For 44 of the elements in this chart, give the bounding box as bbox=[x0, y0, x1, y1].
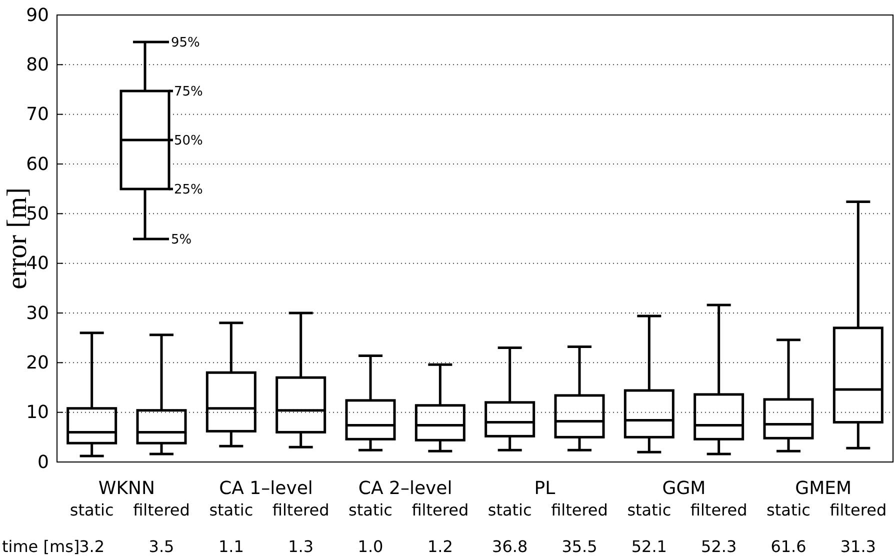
x-tick-label: static bbox=[488, 500, 532, 520]
text: CA 1–level bbox=[219, 478, 313, 499]
x-tick-label: filtered bbox=[272, 500, 330, 520]
text: CA 2–level bbox=[358, 478, 452, 499]
y-tick-label: 0 bbox=[38, 452, 49, 473]
x-tick-label: filtered bbox=[551, 500, 608, 520]
text: 31.3 bbox=[840, 537, 876, 556]
text: 35.5 bbox=[562, 537, 598, 556]
x-tick-label: static bbox=[766, 500, 810, 520]
y-tick-label: 30 bbox=[26, 302, 49, 324]
text: 61.6 bbox=[770, 537, 806, 556]
text: PL bbox=[534, 478, 556, 499]
y-tick-label: 20 bbox=[26, 352, 49, 374]
y-tick-label: 60 bbox=[26, 154, 49, 175]
text: time [ms] bbox=[2, 537, 80, 556]
annotation: 25% bbox=[174, 182, 203, 198]
text: 1.0 bbox=[358, 537, 384, 556]
x-tick-label: static bbox=[209, 500, 254, 520]
text: 3.5 bbox=[148, 537, 174, 556]
x-tick-label: filtered bbox=[133, 500, 190, 520]
x-tick-label: static bbox=[348, 500, 392, 520]
x-tick-label: filtered bbox=[690, 500, 748, 520]
text: 52.1 bbox=[631, 537, 667, 556]
text: 1.1 bbox=[218, 537, 244, 556]
text: GGM bbox=[662, 478, 706, 499]
text: 52.3 bbox=[701, 537, 737, 556]
annotation: 50% bbox=[174, 134, 203, 149]
x-tick-label: filtered bbox=[830, 500, 887, 520]
y-tick-label: 80 bbox=[26, 54, 49, 76]
text: WKNN bbox=[98, 478, 155, 499]
y-tick-label: 90 bbox=[26, 4, 49, 26]
annotation: 5% bbox=[171, 232, 192, 248]
annotation: 75% bbox=[174, 84, 203, 100]
text: 1.2 bbox=[427, 537, 453, 556]
text: 36.8 bbox=[492, 537, 528, 556]
y-tick-label: 10 bbox=[26, 402, 49, 424]
annotation: 95% bbox=[171, 36, 200, 51]
y-tick-label: 70 bbox=[26, 104, 49, 126]
text: 1.3 bbox=[288, 537, 314, 556]
text: 3.2 bbox=[79, 537, 105, 556]
x-tick-label: static bbox=[70, 500, 114, 520]
text: GMEM bbox=[795, 478, 852, 499]
x-tick-label: static bbox=[627, 500, 672, 520]
x-tick-label: filtered bbox=[412, 500, 469, 520]
